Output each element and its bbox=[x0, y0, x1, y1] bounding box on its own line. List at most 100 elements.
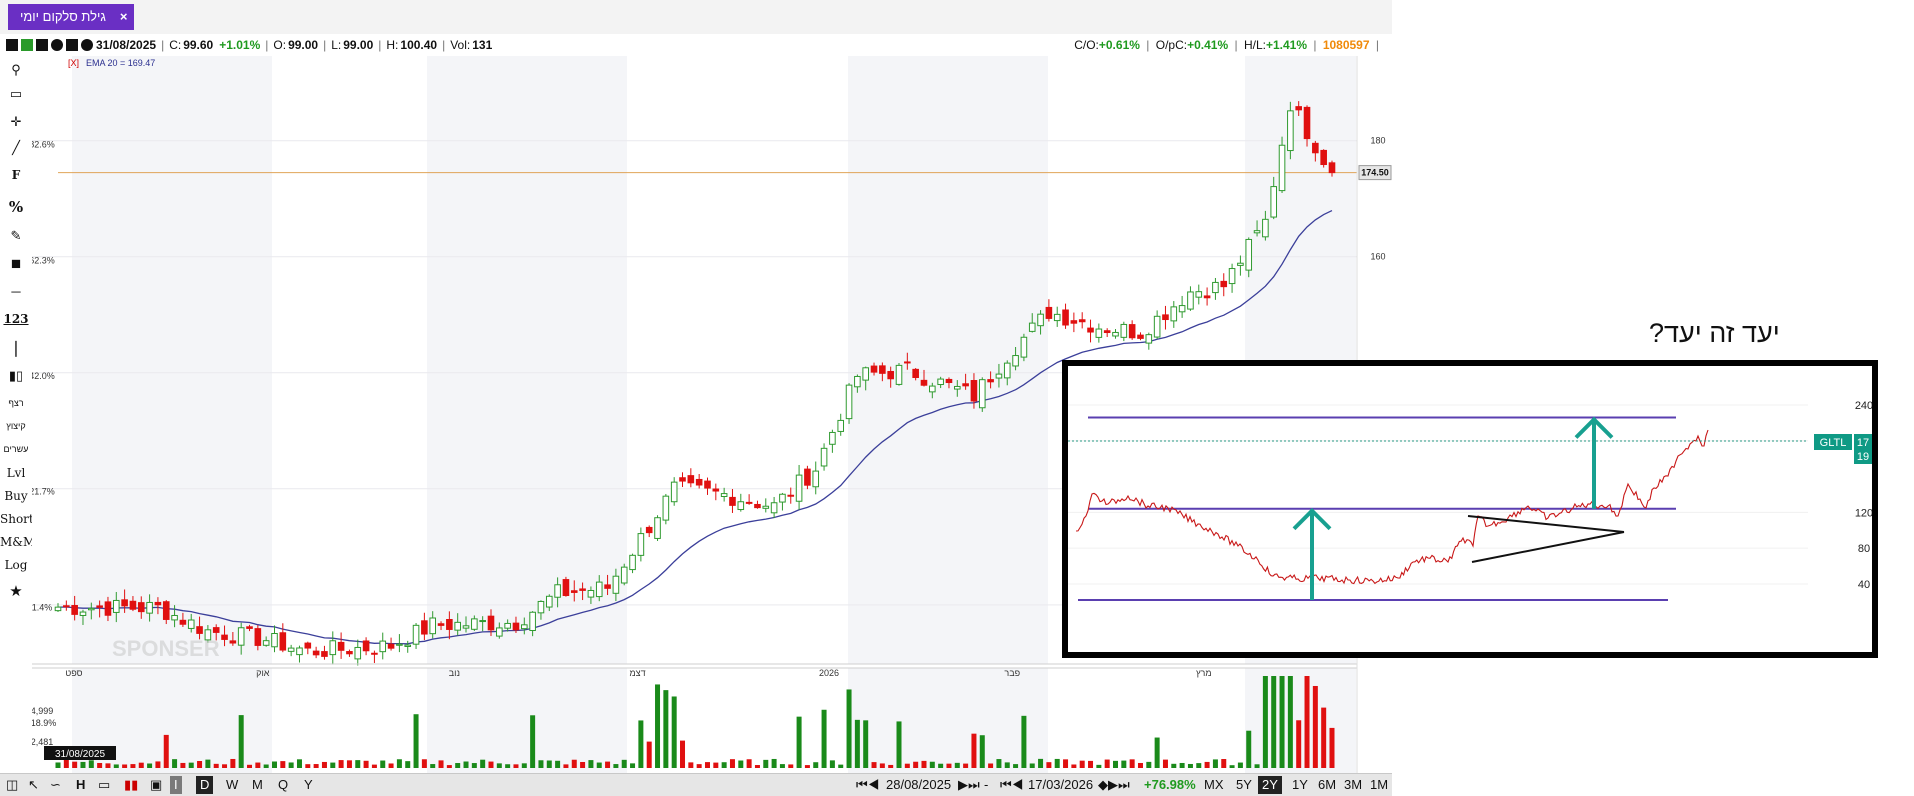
candle[interactable] bbox=[304, 642, 312, 649]
candle[interactable] bbox=[162, 601, 170, 620]
candle[interactable] bbox=[529, 611, 536, 631]
main-chart[interactable]: [X] EMA 20 = 169.47 SPONSER 180160140 82… bbox=[32, 56, 1392, 773]
candle[interactable] bbox=[1287, 110, 1294, 152]
candle[interactable] bbox=[812, 470, 820, 488]
candle[interactable] bbox=[962, 383, 969, 387]
candle[interactable] bbox=[1062, 309, 1069, 326]
candle[interactable] bbox=[221, 634, 228, 640]
candle[interactable] bbox=[1070, 320, 1078, 324]
candle[interactable] bbox=[129, 600, 137, 610]
candle[interactable] bbox=[879, 365, 886, 374]
cursor-icon[interactable]: ↖ bbox=[28, 777, 39, 792]
line-chart-icon[interactable]: ∽ bbox=[50, 777, 61, 792]
candle[interactable] bbox=[929, 385, 936, 393]
candle[interactable] bbox=[421, 620, 428, 635]
candle[interactable] bbox=[1253, 230, 1261, 234]
candle[interactable] bbox=[837, 419, 845, 432]
candle[interactable] bbox=[187, 619, 195, 629]
number-tool[interactable]: 123 bbox=[3, 312, 29, 326]
candle[interactable] bbox=[604, 584, 611, 589]
pencil-icon[interactable]: ✎ bbox=[10, 228, 22, 243]
candle[interactable] bbox=[179, 619, 187, 625]
to-date[interactable]: 17/03/2026 bbox=[1028, 777, 1094, 792]
candle[interactable] bbox=[63, 605, 70, 608]
candle[interactable] bbox=[312, 650, 320, 656]
candle[interactable] bbox=[845, 384, 853, 420]
candle[interactable] bbox=[1245, 238, 1253, 271]
candle[interactable] bbox=[779, 493, 786, 503]
candle[interactable] bbox=[629, 554, 636, 571]
from-prev-icon[interactable]: ⏮◀ bbox=[856, 777, 880, 792]
candle[interactable] bbox=[1095, 328, 1103, 338]
candle[interactable] bbox=[712, 488, 720, 492]
candle[interactable] bbox=[1270, 186, 1278, 218]
star-icon[interactable]: ★ bbox=[9, 583, 23, 600]
from-next-icon[interactable]: ▶⏭ bbox=[958, 777, 980, 792]
candle[interactable] bbox=[229, 640, 237, 644]
candle[interactable] bbox=[770, 502, 778, 514]
candle[interactable] bbox=[504, 622, 511, 629]
tool-cut[interactable]: קיצוץ bbox=[6, 421, 26, 431]
save-icon[interactable]: ▣ bbox=[150, 777, 163, 792]
candle[interactable] bbox=[970, 380, 978, 402]
crosshair-icon[interactable]: ✛ bbox=[10, 114, 22, 129]
fibonacci-tool[interactable]: F bbox=[11, 168, 21, 182]
candle[interactable] bbox=[262, 640, 270, 646]
candle[interactable] bbox=[537, 600, 545, 614]
candle[interactable] bbox=[54, 606, 62, 612]
candle[interactable] bbox=[462, 625, 470, 629]
candle[interactable] bbox=[795, 474, 803, 502]
candle[interactable] bbox=[196, 626, 203, 634]
candle[interactable] bbox=[595, 581, 603, 598]
candle[interactable] bbox=[862, 367, 869, 381]
candle[interactable] bbox=[354, 646, 362, 660]
candle[interactable] bbox=[870, 365, 878, 373]
candle[interactable] bbox=[820, 447, 828, 467]
candle[interactable] bbox=[887, 370, 894, 380]
candle[interactable] bbox=[1045, 306, 1053, 319]
candle[interactable] bbox=[1087, 327, 1094, 333]
candle[interactable] bbox=[246, 626, 253, 629]
candle[interactable] bbox=[387, 643, 395, 649]
candle[interactable] bbox=[487, 615, 495, 631]
candle[interactable] bbox=[329, 640, 337, 656]
candle[interactable] bbox=[937, 378, 944, 386]
candle[interactable] bbox=[212, 627, 220, 633]
candle[interactable] bbox=[379, 640, 387, 653]
candle[interactable] bbox=[96, 605, 103, 608]
candle[interactable] bbox=[987, 379, 994, 383]
candle[interactable] bbox=[171, 614, 178, 621]
interval-intraday[interactable]: I bbox=[170, 776, 182, 794]
candle[interactable] bbox=[237, 627, 245, 646]
tool-mm[interactable]: M&M bbox=[0, 535, 36, 549]
candle[interactable] bbox=[620, 566, 628, 584]
line-width-icon[interactable]: ─ bbox=[11, 284, 21, 299]
candle[interactable] bbox=[287, 647, 295, 652]
candle[interactable] bbox=[1228, 268, 1236, 285]
candle[interactable] bbox=[645, 526, 653, 534]
candle[interactable] bbox=[137, 602, 145, 613]
candle[interactable] bbox=[1020, 336, 1028, 358]
interval-day[interactable]: D bbox=[196, 776, 214, 794]
range-1m[interactable]: 1M bbox=[1370, 777, 1389, 792]
copy-icon[interactable] bbox=[66, 39, 78, 51]
candle[interactable] bbox=[1312, 142, 1319, 154]
candle[interactable] bbox=[454, 621, 461, 631]
candle[interactable] bbox=[479, 620, 486, 623]
lock-icon[interactable]: ◆▶⏭ bbox=[1098, 777, 1130, 792]
candle[interactable] bbox=[1053, 313, 1061, 322]
candle[interactable] bbox=[1145, 334, 1153, 344]
candle[interactable] bbox=[978, 379, 986, 409]
candle[interactable] bbox=[662, 495, 670, 521]
candle[interactable] bbox=[346, 651, 353, 655]
candle[interactable] bbox=[154, 601, 162, 606]
candle[interactable] bbox=[204, 629, 212, 641]
tool-log[interactable]: Log bbox=[4, 558, 28, 572]
settings-icon[interactable] bbox=[36, 39, 48, 51]
candle[interactable] bbox=[587, 589, 595, 598]
candle[interactable] bbox=[471, 618, 478, 630]
candle[interactable] bbox=[71, 605, 78, 615]
candle[interactable] bbox=[570, 590, 578, 593]
candle[interactable] bbox=[362, 640, 370, 652]
candle[interactable] bbox=[729, 496, 736, 506]
